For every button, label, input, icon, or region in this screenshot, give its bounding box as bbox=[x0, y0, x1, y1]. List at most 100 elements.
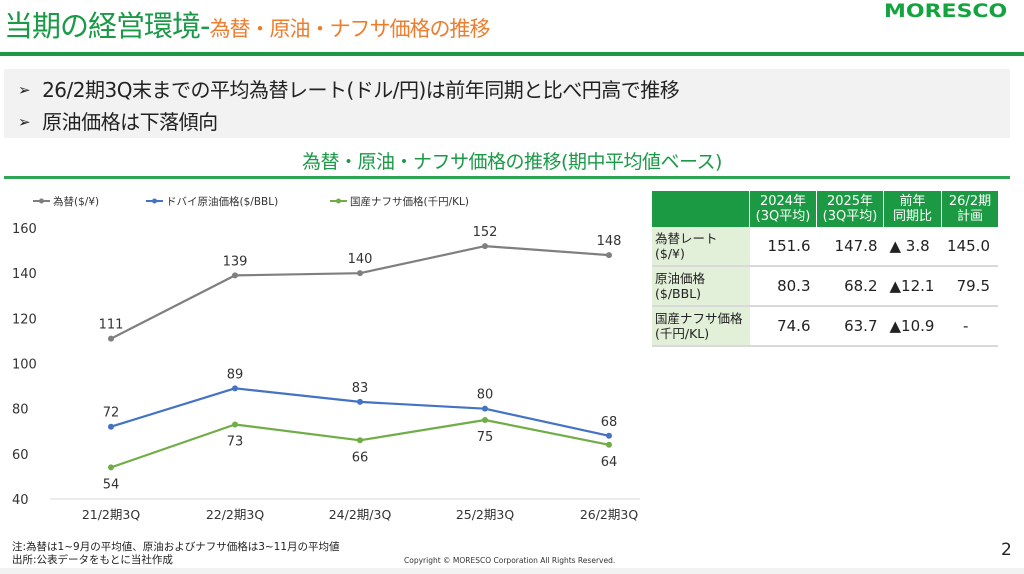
copyright: Copyright © MORESCO Corporation All Righ… bbox=[404, 556, 616, 565]
table-row: 国産ナフサ価格 (千円/KL) 74.6 63.7 ▲10.9 - bbox=[652, 306, 998, 347]
slide-title: 当期の経営環境-為替・原油・ナフサ価格の推移 bbox=[4, 3, 490, 45]
price-table: 2024年 (3Q平均) 2025年 (3Q平均) 前年 同期比 26/2期 計画 為替… bbox=[652, 191, 998, 347]
summary-box: ➢ 26/2期3Q末までの平均為替レート(ドル/円)は前年同期と比べ円高で推移 ➢… bbox=[4, 69, 1010, 138]
data-point bbox=[357, 437, 363, 444]
data-point bbox=[606, 441, 612, 448]
arrowhead-bullet-icon: ➢ bbox=[18, 113, 31, 131]
row-label: 原油価格 ($/BBL) bbox=[652, 266, 750, 307]
legend-marker-icon bbox=[152, 198, 157, 204]
chart-heading: 為替・原油・ナフサ価格の推移(期中平均値ベース) bbox=[302, 151, 722, 173]
header-line: 同期比 bbox=[892, 209, 932, 224]
footnote-source: 出所:公表データをもとに当社作成 bbox=[12, 554, 173, 566]
data-label: 148 bbox=[597, 234, 622, 249]
data-label: 54 bbox=[103, 477, 120, 492]
table-header-blank bbox=[652, 191, 750, 227]
moresco-logo: MORESCO bbox=[884, 1, 1008, 23]
table-row: 為替レート ($/¥) 151.6 147.8 ▲ 3.8 145.0 bbox=[652, 227, 998, 267]
cell-yoy: ▲12.1 bbox=[883, 266, 942, 307]
header-line: 計画 bbox=[956, 209, 983, 224]
row-label-line: ($/BBL) bbox=[655, 286, 702, 301]
data-point bbox=[357, 270, 363, 277]
bullet-item: ➢ 26/2期3Q末までの平均為替レート(ドル/円)は前年同期と比べ円高で推移 bbox=[18, 74, 680, 103]
cell-yoy: ▲ 3.8 bbox=[883, 227, 942, 267]
table-header-yoy: 前年 同期比 bbox=[883, 191, 942, 227]
table-header-row: 2024年 (3Q平均) 2025年 (3Q平均) 前年 同期比 26/2期 計画 bbox=[652, 191, 998, 227]
cell-plan: 145.0 bbox=[941, 227, 998, 267]
data-point bbox=[606, 252, 612, 259]
data-point bbox=[482, 405, 488, 412]
row-label-line: 為替レート bbox=[655, 231, 718, 246]
y-tick-label: 40 bbox=[12, 493, 29, 508]
bullet-text: 原油価格は下落傾向 bbox=[42, 110, 218, 134]
footer-bar bbox=[0, 568, 1024, 574]
data-label: 64 bbox=[601, 455, 618, 470]
data-point bbox=[232, 385, 238, 392]
slide-title-main: 当期の経営環境- bbox=[4, 9, 210, 43]
bullet-item: ➢ 原油価格は下落傾向 bbox=[18, 106, 218, 135]
data-point bbox=[606, 432, 612, 439]
data-label: 72 bbox=[103, 406, 120, 421]
data-point bbox=[357, 398, 363, 405]
row-label-line: 原油価格 bbox=[655, 271, 706, 286]
bullet-text: 26/2期3Q末までの平均為替レート(ドル/円)は前年同期と比べ円高で推移 bbox=[42, 78, 680, 102]
data-point bbox=[108, 423, 114, 430]
header-divider bbox=[0, 52, 1024, 56]
y-tick-label: 80 bbox=[12, 403, 29, 418]
data-label: 80 bbox=[477, 388, 494, 403]
cell-2025: 68.2 bbox=[816, 266, 884, 307]
data-point bbox=[232, 421, 238, 428]
y-tick-label: 100 bbox=[12, 358, 37, 373]
x-tick-label: 24/2期/3Q bbox=[329, 507, 392, 522]
cell-2024: 151.6 bbox=[749, 227, 817, 267]
y-tick-label: 120 bbox=[12, 312, 37, 327]
header-line: (3Q平均) bbox=[755, 209, 811, 224]
y-tick-label: 160 bbox=[12, 222, 37, 237]
row-label-line: (千円/KL) bbox=[655, 326, 710, 341]
cell-2024: 74.6 bbox=[749, 306, 817, 347]
data-point bbox=[232, 272, 238, 279]
chart-heading-divider bbox=[4, 176, 1010, 179]
cell-2025: 147.8 bbox=[816, 227, 884, 267]
data-point bbox=[108, 464, 114, 471]
table-header-2025: 2025年 (3Q平均) bbox=[816, 191, 884, 227]
footnote: 注:為替は1~9月の平均値、原油およびナフサ価格は3~11月の平均値 出所:公表… bbox=[12, 541, 340, 567]
data-label: 68 bbox=[601, 415, 618, 430]
legend-marker-icon bbox=[39, 198, 44, 204]
cell-2024: 80.3 bbox=[749, 266, 817, 307]
cell-2025: 63.7 bbox=[816, 306, 884, 347]
data-label: 75 bbox=[477, 430, 494, 445]
legend-marker-icon bbox=[336, 198, 341, 204]
row-label-line: ($/¥) bbox=[655, 246, 685, 261]
slide-title-sub: 為替・原油・ナフサ価格の推移 bbox=[209, 17, 490, 41]
y-tick-label: 140 bbox=[12, 267, 37, 282]
x-tick-label: 21/2期3Q bbox=[82, 507, 141, 522]
x-tick-label: 25/2期3Q bbox=[456, 507, 515, 522]
row-label: 国産ナフサ価格 (千円/KL) bbox=[652, 306, 750, 347]
header-line: 2024年 bbox=[759, 194, 807, 209]
page-number: 2 bbox=[1001, 540, 1012, 560]
y-tick-label: 60 bbox=[12, 448, 29, 463]
table-header-plan: 26/2期 計画 bbox=[941, 191, 998, 227]
cell-plan: 79.5 bbox=[941, 266, 998, 307]
data-label: 139 bbox=[223, 254, 248, 269]
data-point bbox=[108, 335, 114, 342]
arrowhead-bullet-icon: ➢ bbox=[18, 81, 31, 99]
table-row: 原油価格 ($/BBL) 80.3 68.2 ▲12.1 79.5 bbox=[652, 266, 998, 307]
header-line: 2025年 bbox=[826, 194, 874, 209]
table-header-2024: 2024年 (3Q平均) bbox=[749, 191, 817, 227]
legend-label: ドバイ原油価格($/BBL) bbox=[166, 195, 278, 208]
x-tick-label: 26/2期3Q bbox=[580, 507, 639, 522]
data-label: 140 bbox=[348, 252, 373, 267]
data-label: 152 bbox=[473, 225, 498, 240]
row-label-line: 国産ナフサ価格 bbox=[655, 311, 743, 326]
legend-label: 為替($/¥) bbox=[53, 195, 99, 208]
cell-yoy: ▲10.9 bbox=[883, 306, 942, 347]
data-label: 89 bbox=[227, 367, 244, 382]
x-tick-label: 22/2期3Q bbox=[206, 507, 265, 522]
data-label: 111 bbox=[99, 318, 124, 333]
legend-label: 国産ナフサ価格(千円/KL) bbox=[350, 195, 469, 208]
data-point bbox=[482, 243, 488, 250]
header-line: 26/2期 bbox=[948, 194, 992, 209]
data-label: 66 bbox=[352, 450, 369, 465]
header-line: (3Q平均) bbox=[822, 209, 878, 224]
